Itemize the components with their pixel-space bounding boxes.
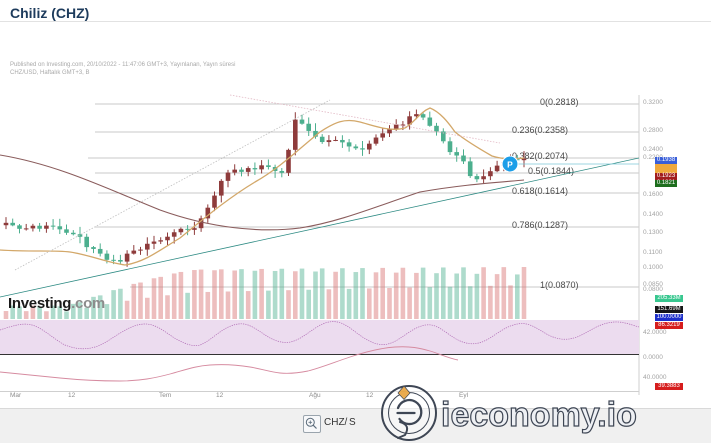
svg-text:P: P bbox=[507, 160, 513, 170]
